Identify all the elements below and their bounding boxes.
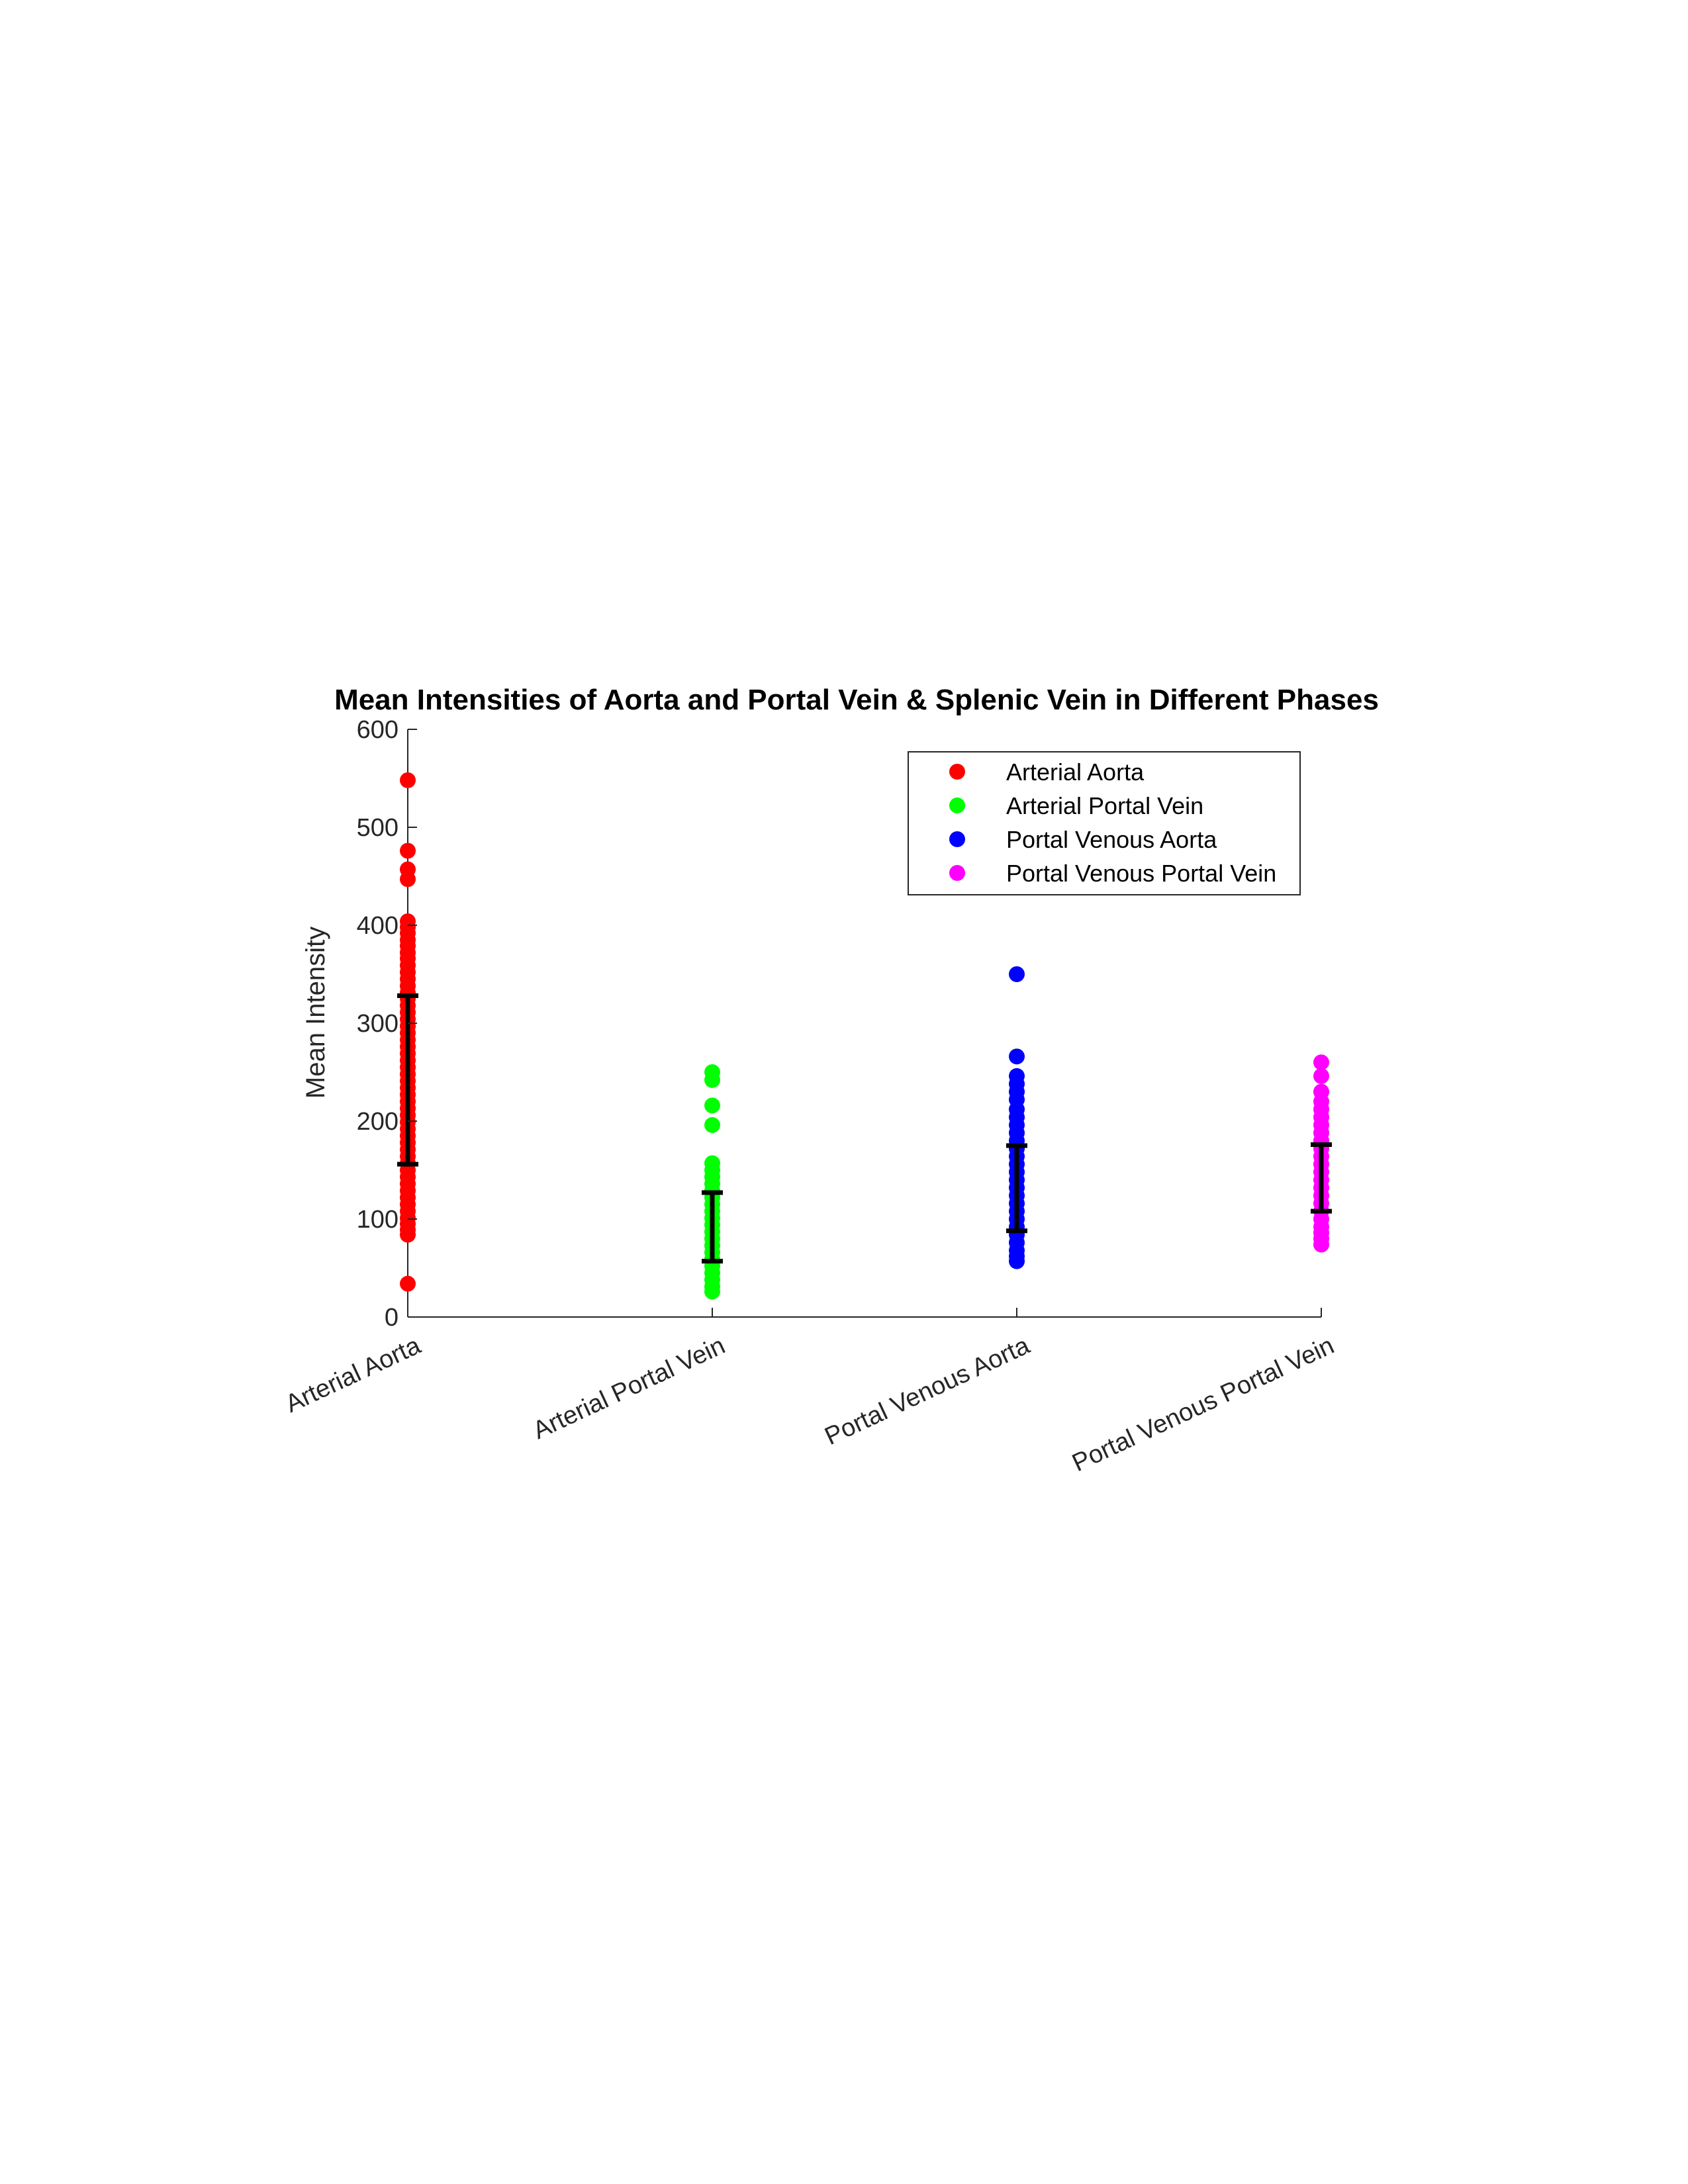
legend-marker [949, 797, 965, 813]
data-point [1009, 966, 1025, 982]
y-axis-label: Mean Intensity [301, 927, 330, 1099]
legend-label: Portal Venous Aorta [1006, 826, 1217, 853]
x-tick-label: Arterial Aorta [281, 1332, 426, 1418]
series-portal-venous-portal-vein [1313, 1054, 1329, 1253]
legend-label: Arterial Aorta [1006, 758, 1145, 786]
data-point [400, 871, 416, 887]
chart-title: Mean Intensities of Aorta and Portal Vei… [334, 684, 1379, 716]
data-point [400, 1275, 416, 1292]
error-bars [397, 993, 1332, 1264]
data-point [704, 1283, 720, 1300]
y-tick-label: 400 [357, 912, 399, 940]
y-tick-label: 500 [357, 814, 399, 842]
data-point [1313, 1054, 1329, 1071]
legend-marker [949, 865, 965, 881]
data-point [400, 1226, 416, 1243]
x-tick-label: Arterial Portal Vein [529, 1332, 729, 1445]
x-tick-label: Portal Venous Portal Vein [1068, 1332, 1338, 1477]
data-point [704, 1097, 720, 1114]
legend-marker [949, 831, 965, 847]
y-tick-label: 100 [357, 1206, 399, 1234]
data-point [1009, 1253, 1025, 1269]
data-point [704, 1071, 720, 1088]
legend: Arterial Aorta Arterial Portal Vein Portal… [908, 751, 1301, 895]
y-axis-ticks: 0 100 200 300 400 500 600 [357, 716, 417, 1332]
data-point [704, 1116, 720, 1133]
y-tick-label: 0 [385, 1304, 399, 1332]
data-point [1009, 1048, 1025, 1065]
data-point [400, 842, 416, 859]
data-point [400, 772, 416, 788]
legend-label: Arterial Portal Vein [1006, 792, 1203, 819]
y-tick-label: 600 [357, 716, 399, 744]
x-tick-label: Portal Venous Aorta [821, 1332, 1035, 1451]
y-tick-label: 200 [357, 1108, 399, 1136]
data-point [1313, 1236, 1329, 1253]
legend-marker [949, 764, 965, 780]
legend-box [908, 751, 1301, 895]
y-tick-label: 300 [357, 1010, 399, 1038]
legend-label: Portal Venous Portal Vein [1006, 860, 1276, 887]
series-arterial-portal-vein [704, 1064, 720, 1300]
data-point [1313, 1068, 1329, 1084]
x-axis-ticks: Arterial Aorta Arterial Portal Vein Portal… [281, 1308, 1338, 1477]
